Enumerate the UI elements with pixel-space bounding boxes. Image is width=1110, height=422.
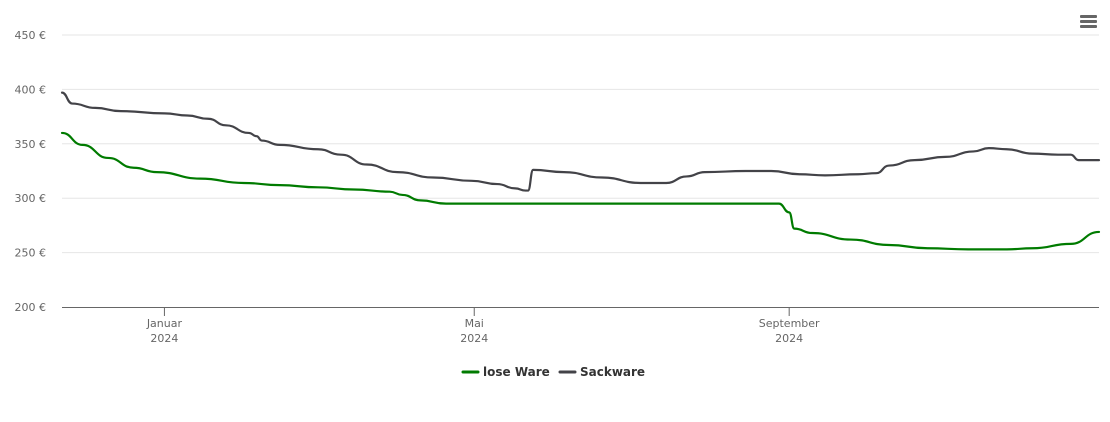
y-tick-label: 300 € [15, 192, 47, 205]
x-tick-label: Mai [465, 317, 484, 330]
y-tick-label: 400 € [15, 83, 47, 96]
legend-item-lose-ware[interactable]: lose Ware [461, 365, 550, 379]
legend-label: Sackware [580, 365, 645, 379]
y-tick-label: 250 € [15, 247, 47, 260]
hamburger-menu-icon[interactable] [1078, 12, 1100, 32]
x-tick-label: Januar [146, 317, 183, 330]
x-axis: Januar 2024 Mai 2024 September 2024 [62, 307, 1099, 345]
x-tick-year: 2024 [150, 332, 178, 345]
series-layer [60, 91, 1101, 251]
series-line-sackware[interactable] [60, 91, 1101, 192]
x-tick-year: 2024 [460, 332, 488, 345]
y-axis: 200 € 250 € 300 € 350 € 400 € 450 € [15, 29, 47, 314]
x-tick-year: 2024 [775, 332, 803, 345]
x-tick-label: September [759, 317, 820, 330]
y-tick-label: 350 € [15, 138, 47, 151]
grid-lines [62, 34, 1099, 254]
legend-label: lose Ware [483, 365, 550, 379]
y-tick-label: 200 € [15, 301, 47, 314]
legend-item-sackware[interactable]: Sackware [558, 365, 645, 379]
y-tick-label: 450 € [15, 29, 47, 42]
legend[interactable]: lose Ware Sackware [461, 365, 645, 379]
series-line-lose-ware[interactable] [60, 131, 1101, 251]
